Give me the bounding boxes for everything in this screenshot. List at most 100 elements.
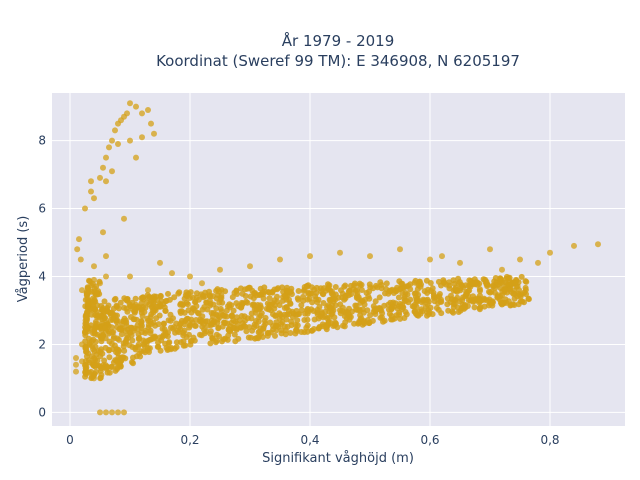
data-point <box>151 130 157 137</box>
data-point <box>372 298 379 305</box>
data-point <box>337 249 343 256</box>
data-point <box>173 344 180 351</box>
chart-title-line-1: År 1979 - 2019 <box>282 31 395 50</box>
data-point <box>381 302 388 309</box>
data-point <box>314 299 321 306</box>
data-point <box>220 336 227 343</box>
data-point <box>85 357 92 364</box>
data-point <box>160 321 167 327</box>
data-point <box>480 276 487 283</box>
data-point <box>571 242 577 249</box>
data-point <box>456 279 463 285</box>
data-point <box>199 318 206 324</box>
data-point <box>125 334 132 341</box>
data-point <box>265 289 272 295</box>
data-point <box>523 291 529 298</box>
data-point <box>487 246 493 253</box>
data-point <box>103 365 110 372</box>
data-point <box>256 305 263 312</box>
data-point <box>403 283 410 290</box>
data-point <box>276 302 283 309</box>
data-point <box>112 312 119 319</box>
data-point <box>225 332 232 339</box>
data-point <box>294 317 301 324</box>
data-point <box>484 281 491 288</box>
data-point <box>366 281 373 288</box>
data-point <box>193 317 200 323</box>
data-point <box>173 339 180 346</box>
data-point <box>293 307 300 314</box>
data-point <box>326 282 333 289</box>
data-point <box>151 334 158 341</box>
data-point <box>289 314 296 320</box>
data-point <box>85 350 92 357</box>
data-point <box>169 270 175 277</box>
data-point <box>277 256 283 263</box>
data-point <box>332 302 339 309</box>
data-point <box>366 295 373 302</box>
data-point <box>307 253 313 260</box>
data-point <box>366 319 373 326</box>
data-point <box>414 286 421 293</box>
data-point <box>351 320 358 327</box>
data-point <box>242 323 249 330</box>
data-point <box>111 342 118 349</box>
data-point <box>436 293 443 300</box>
data-point <box>272 332 278 339</box>
data-point <box>417 310 424 317</box>
data-point <box>135 341 142 348</box>
data-point <box>199 280 205 287</box>
data-point <box>295 288 302 294</box>
data-point <box>383 280 390 287</box>
data-point <box>215 325 222 332</box>
data-point <box>281 292 288 299</box>
data-point <box>201 326 208 333</box>
data-point <box>130 354 136 361</box>
data-point <box>488 299 495 306</box>
data-point <box>229 313 236 319</box>
data-point <box>547 249 553 256</box>
data-point <box>395 294 402 301</box>
data-point <box>85 324 91 331</box>
data-point <box>407 296 414 303</box>
y-axis-title: Vågperiod (s) <box>16 216 31 303</box>
data-point <box>151 293 158 300</box>
data-point <box>120 343 127 350</box>
data-point <box>168 345 175 351</box>
data-point <box>148 120 154 127</box>
data-point <box>450 301 457 308</box>
data-point <box>85 300 91 307</box>
data-point <box>535 259 541 266</box>
data-point <box>401 295 408 302</box>
data-point <box>138 300 145 307</box>
data-point <box>103 409 109 416</box>
data-point <box>232 338 239 345</box>
data-point <box>127 100 133 107</box>
data-point <box>115 409 121 416</box>
data-point <box>332 284 339 290</box>
data-point <box>90 362 97 369</box>
data-point <box>131 309 138 316</box>
data-point <box>186 324 193 331</box>
data-point <box>103 178 109 185</box>
data-point <box>387 299 394 306</box>
data-point <box>491 289 498 296</box>
data-point <box>282 331 289 338</box>
data-point <box>92 306 99 313</box>
data-point <box>373 282 379 289</box>
data-point <box>162 332 169 339</box>
data-point <box>126 342 133 349</box>
data-point <box>167 311 174 318</box>
data-point <box>184 315 190 322</box>
data-point <box>427 280 434 286</box>
data-point <box>136 350 143 357</box>
data-point <box>93 368 100 375</box>
data-point <box>91 375 97 382</box>
data-point <box>221 319 228 326</box>
data-point <box>133 154 139 161</box>
y-tick-label: 8 <box>38 134 46 148</box>
data-point <box>378 285 385 292</box>
data-point <box>461 302 468 309</box>
data-point <box>73 361 79 368</box>
data-point <box>271 305 278 312</box>
